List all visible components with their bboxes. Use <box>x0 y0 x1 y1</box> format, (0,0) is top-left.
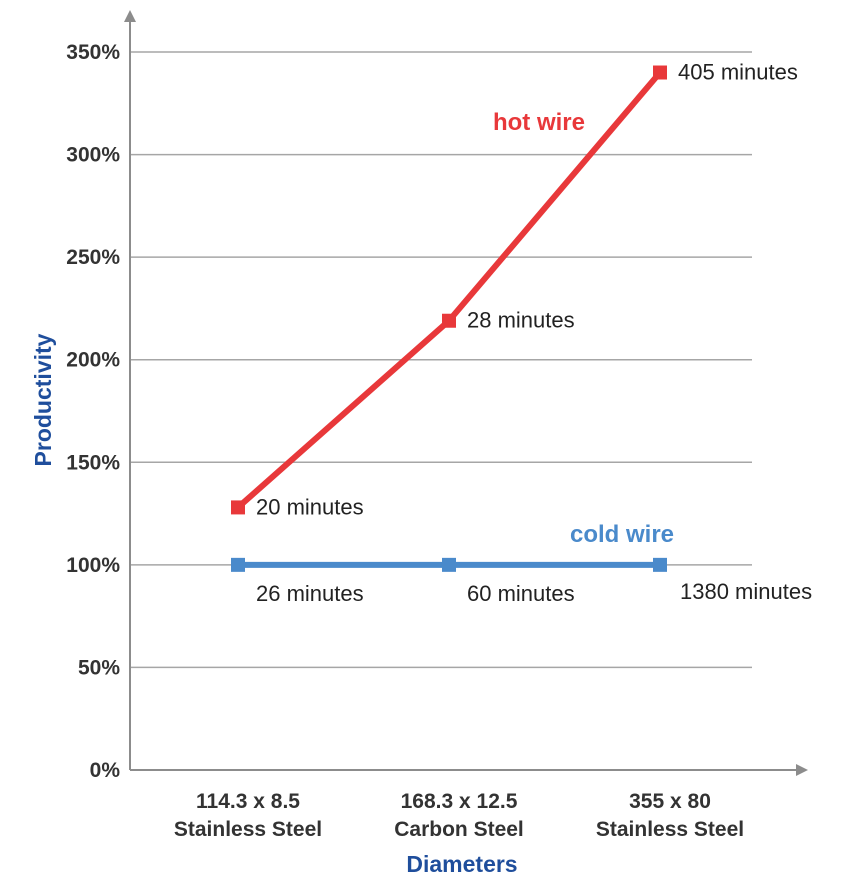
x-category-label: Carbon Steel <box>394 818 524 841</box>
cold-wire-annotation: 26 minutes <box>256 581 364 606</box>
annotations: 20 minutes 28 minutes 405 minutes 26 minute… <box>256 60 812 606</box>
y-tick-label: 150% <box>66 451 120 474</box>
x-category-label: Stainless Steel <box>596 818 744 841</box>
hot-wire-series-label: hot wire <box>493 109 585 136</box>
series <box>231 65 667 572</box>
hot-wire-annotation: 20 minutes <box>256 494 364 519</box>
grid-lines <box>130 51 752 669</box>
hot-wire-point <box>231 500 245 515</box>
x-axis-arrow <box>796 764 808 776</box>
x-category-label: 355 x 80 <box>629 790 711 813</box>
x-axis-title: Diameters <box>406 851 517 877</box>
cold-wire-point <box>231 557 245 572</box>
y-tick-label: 250% <box>66 246 120 269</box>
hot-wire-line <box>236 70 663 510</box>
y-tick-labels: 0% 50% 100% 150% 200% 250% 300% 350% <box>66 41 120 782</box>
cold-wire-annotation: 60 minutes <box>467 581 575 606</box>
y-tick-label: 0% <box>90 759 121 782</box>
cold-wire-point <box>653 557 667 572</box>
y-tick-label: 350% <box>66 41 120 64</box>
y-tick-label: 50% <box>78 656 120 679</box>
x-category-label: 114.3 x 8.5 <box>196 790 300 813</box>
y-tick-label: 100% <box>66 554 120 577</box>
x-category-label: Stainless Steel <box>174 818 322 841</box>
cold-wire-point <box>442 557 456 572</box>
y-tick-label: 300% <box>66 144 120 167</box>
y-axis-title: Productivity <box>30 333 56 466</box>
hot-wire-annotation: 405 minutes <box>678 60 798 85</box>
y-tick-label: 200% <box>66 349 120 372</box>
x-category-label: 168.3 x 12.5 <box>401 790 518 813</box>
axes <box>124 10 808 776</box>
x-category-labels: 114.3 x 8.5 Stainless Steel 168.3 x 12.5 Ca… <box>174 790 744 841</box>
cold-wire-annotation: 1380 minutes <box>680 579 812 604</box>
hot-wire-point <box>442 313 456 328</box>
cold-wire-series-label: cold wire <box>570 521 674 548</box>
hot-wire-point <box>653 65 667 80</box>
hot-wire-annotation: 28 minutes <box>467 308 575 333</box>
y-axis-arrow <box>124 10 136 22</box>
